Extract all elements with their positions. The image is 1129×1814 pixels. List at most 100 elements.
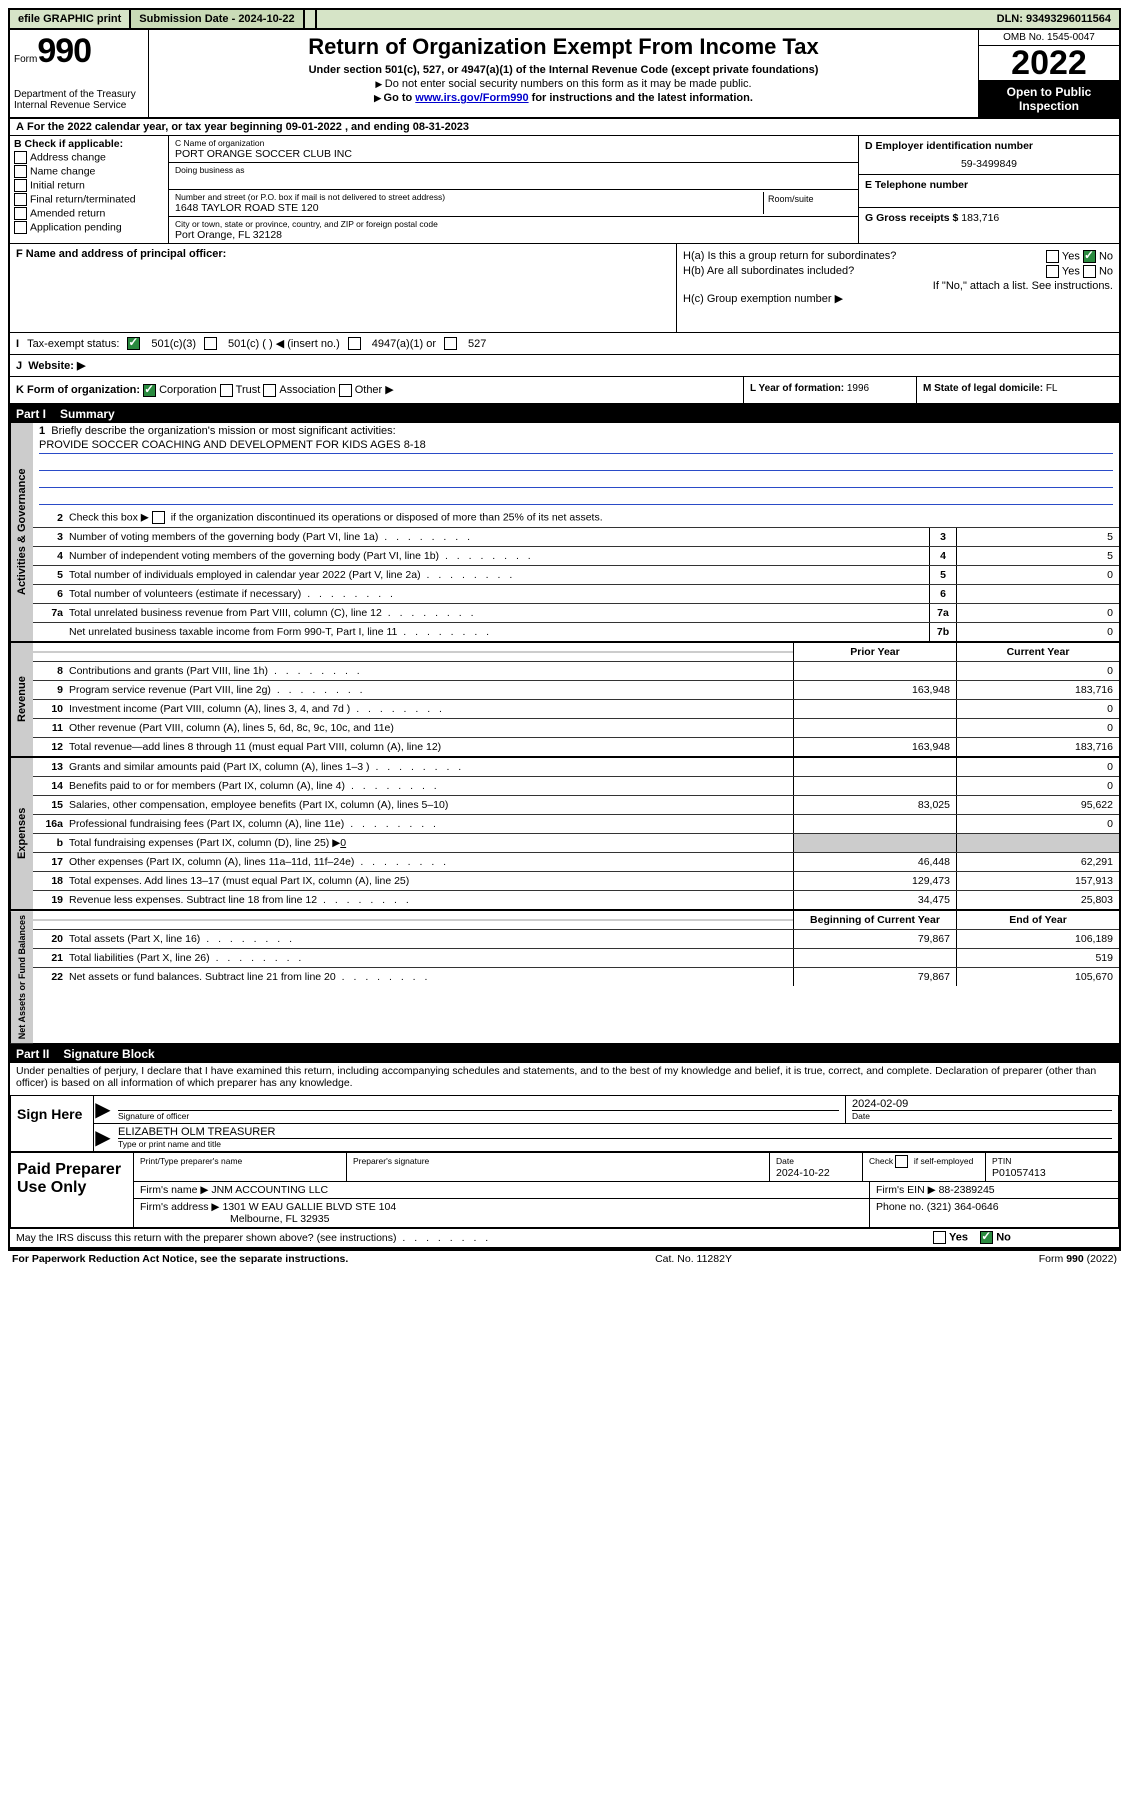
- p10: [793, 700, 956, 718]
- cb-corp[interactable]: [143, 384, 156, 397]
- block-b-c-d-g: B Check if applicable: Address change Na…: [10, 136, 1119, 244]
- goto-pre: Go to: [384, 92, 416, 104]
- part-1-header: Part I Summary: [10, 405, 1119, 423]
- pt-sig-lbl: Preparer's signature: [353, 1156, 429, 1166]
- cb-assoc[interactable]: [263, 384, 276, 397]
- c13: 0: [956, 758, 1119, 776]
- p21: [793, 949, 956, 967]
- firm-phone-lbl: Phone no.: [876, 1201, 927, 1213]
- cb-4947[interactable]: [348, 337, 361, 350]
- cb-trust[interactable]: [220, 384, 233, 397]
- paid-preparer-table: Paid Preparer Use Only Print/Type prepar…: [10, 1153, 1119, 1229]
- ha-yes[interactable]: [1046, 250, 1059, 263]
- submission-date-button[interactable]: Submission Date - 2024-10-22: [131, 10, 304, 28]
- signature-declaration: Under penalties of perjury, I declare th…: [10, 1063, 1119, 1091]
- val-4: 5: [956, 547, 1119, 565]
- p13: [793, 758, 956, 776]
- firm-addr-lbl: Firm's address ▶: [140, 1201, 220, 1213]
- ptin-val: P01057413: [992, 1167, 1046, 1179]
- na-header-row: Beginning of Current Year End of Year: [33, 911, 1119, 930]
- open-to-public: Open to Public Inspection: [979, 81, 1119, 117]
- cb-self-employed[interactable]: [895, 1155, 908, 1168]
- addr-label: Number and street (or P.O. box if mail i…: [175, 192, 763, 202]
- cb-address-change[interactable]: Address change: [14, 151, 164, 164]
- cb-may-yes[interactable]: [933, 1231, 946, 1244]
- firm-addr2: Melbourne, FL 32935: [230, 1213, 329, 1225]
- cb-501c[interactable]: [204, 337, 217, 350]
- line-15: Salaries, other compensation, employee b…: [67, 798, 793, 812]
- ein-value: 59-3499849: [865, 158, 1113, 170]
- cb-527[interactable]: [444, 337, 457, 350]
- row-f-h: F Name and address of principal officer:…: [10, 244, 1119, 333]
- val-6: [956, 585, 1119, 603]
- section-net-assets: Net Assets or Fund Balances Beginning of…: [10, 911, 1119, 1045]
- section-activities-governance: Activities & Governance 1 Briefly descri…: [10, 423, 1119, 643]
- cb-initial-return[interactable]: Initial return: [14, 179, 164, 192]
- row-j-website: J Website: ▶: [10, 355, 1119, 377]
- line-2: Check this box ▶ Check this box ▶ if the…: [67, 510, 1119, 525]
- gross-receipts-label: G Gross receipts $: [865, 212, 961, 224]
- cb-other[interactable]: [339, 384, 352, 397]
- firm-addr1: 1301 W EAU GALLIE BLVD STE 104: [222, 1201, 396, 1213]
- cb-application-pending[interactable]: Application pending: [14, 221, 164, 234]
- footer-mid: Cat. No. 11282Y: [655, 1253, 732, 1265]
- vtab-revenue: Revenue: [10, 643, 33, 756]
- form-title: Return of Organization Exempt From Incom…: [157, 34, 970, 60]
- line-5: Total number of individuals employed in …: [67, 568, 929, 582]
- c11: 0: [956, 719, 1119, 737]
- p11: [793, 719, 956, 737]
- c12: 183,716: [956, 738, 1119, 756]
- col-b-checkboxes: B Check if applicable: Address change Na…: [10, 136, 169, 243]
- state-domicile: M State of legal domicile: FL: [917, 377, 1119, 403]
- c21: 519: [956, 949, 1119, 967]
- hb-no[interactable]: [1083, 265, 1096, 278]
- pt-date-lbl: Date: [776, 1156, 794, 1166]
- line-1-mission: 1 Briefly describe the organization's mi…: [33, 423, 1119, 509]
- line-22: Net assets or fund balances. Subtract li…: [67, 970, 793, 984]
- p22: 79,867: [793, 968, 956, 986]
- p15: 83,025: [793, 796, 956, 814]
- cb-name-change[interactable]: Name change: [14, 165, 164, 178]
- part-1-title: Summary: [60, 407, 115, 421]
- sign-here-table: Sign Here ▶ Signature of officer 2024-02…: [10, 1095, 1119, 1153]
- ha-no[interactable]: [1083, 250, 1096, 263]
- form-subtitle-1: Under section 501(c), 527, or 4947(a)(1)…: [157, 64, 970, 76]
- col-b-header: B Check if applicable:: [14, 138, 164, 150]
- cb-amended-return[interactable]: Amended return: [14, 207, 164, 220]
- sig-date-val: 2024-02-09: [852, 1098, 1112, 1110]
- boy-hdr: Beginning of Current Year: [793, 911, 956, 929]
- row-a-tax-year: A For the 2022 calendar year, or tax yea…: [10, 119, 1119, 136]
- hb-yes[interactable]: [1046, 265, 1059, 278]
- vtab-net-assets: Net Assets or Fund Balances: [10, 911, 33, 1043]
- col-c-org-info: C Name of organization PORT ORANGE SOCCE…: [169, 136, 858, 243]
- form-header: Form990 Department of the Treasury Inter…: [10, 30, 1119, 119]
- firm-ein-lbl: Firm's EIN ▶: [876, 1184, 936, 1196]
- form-prefix: Form: [14, 54, 37, 65]
- line-4: Number of independent voting members of …: [67, 549, 929, 563]
- ptin-lbl: PTIN: [992, 1156, 1011, 1166]
- c20: 106,189: [956, 930, 1119, 948]
- hb-label: H(b) Are all subordinates included?: [683, 265, 854, 278]
- cb-may-no[interactable]: [980, 1231, 993, 1244]
- street-address: 1648 TAYLOR ROAD STE 120: [175, 202, 763, 214]
- cb-final-return[interactable]: Final return/terminated: [14, 193, 164, 206]
- p12: 163,948: [793, 738, 956, 756]
- p14: [793, 777, 956, 795]
- cb-501c3[interactable]: [127, 337, 140, 350]
- sig-date-cap: Date: [852, 1110, 1112, 1121]
- p9: 163,948: [793, 681, 956, 699]
- section-revenue: Revenue Prior Year Current Year 8Contrib…: [10, 643, 1119, 758]
- line-12: Total revenue—add lines 8 through 11 (mu…: [67, 740, 793, 754]
- toolbar-spacer: [317, 10, 989, 28]
- cb-line2[interactable]: [152, 511, 165, 524]
- efile-print-button[interactable]: efile GRAPHIC print: [10, 10, 131, 28]
- year-formation: L Year of formation: 1996: [744, 377, 917, 403]
- firm-name-lbl: Firm's name ▶: [140, 1184, 208, 1196]
- gross-receipts-value: 183,716: [961, 212, 999, 224]
- irs-link[interactable]: www.irs.gov/Form990: [415, 92, 528, 104]
- sign-here-label: Sign Here: [11, 1096, 93, 1151]
- c19: 25,803: [956, 891, 1119, 909]
- ha-label: H(a) Is this a group return for subordin…: [683, 250, 896, 263]
- sig-arrow-1: ▶: [94, 1096, 112, 1123]
- mission-text: PROVIDE SOCCER COACHING AND DEVELOPMENT …: [39, 439, 1113, 454]
